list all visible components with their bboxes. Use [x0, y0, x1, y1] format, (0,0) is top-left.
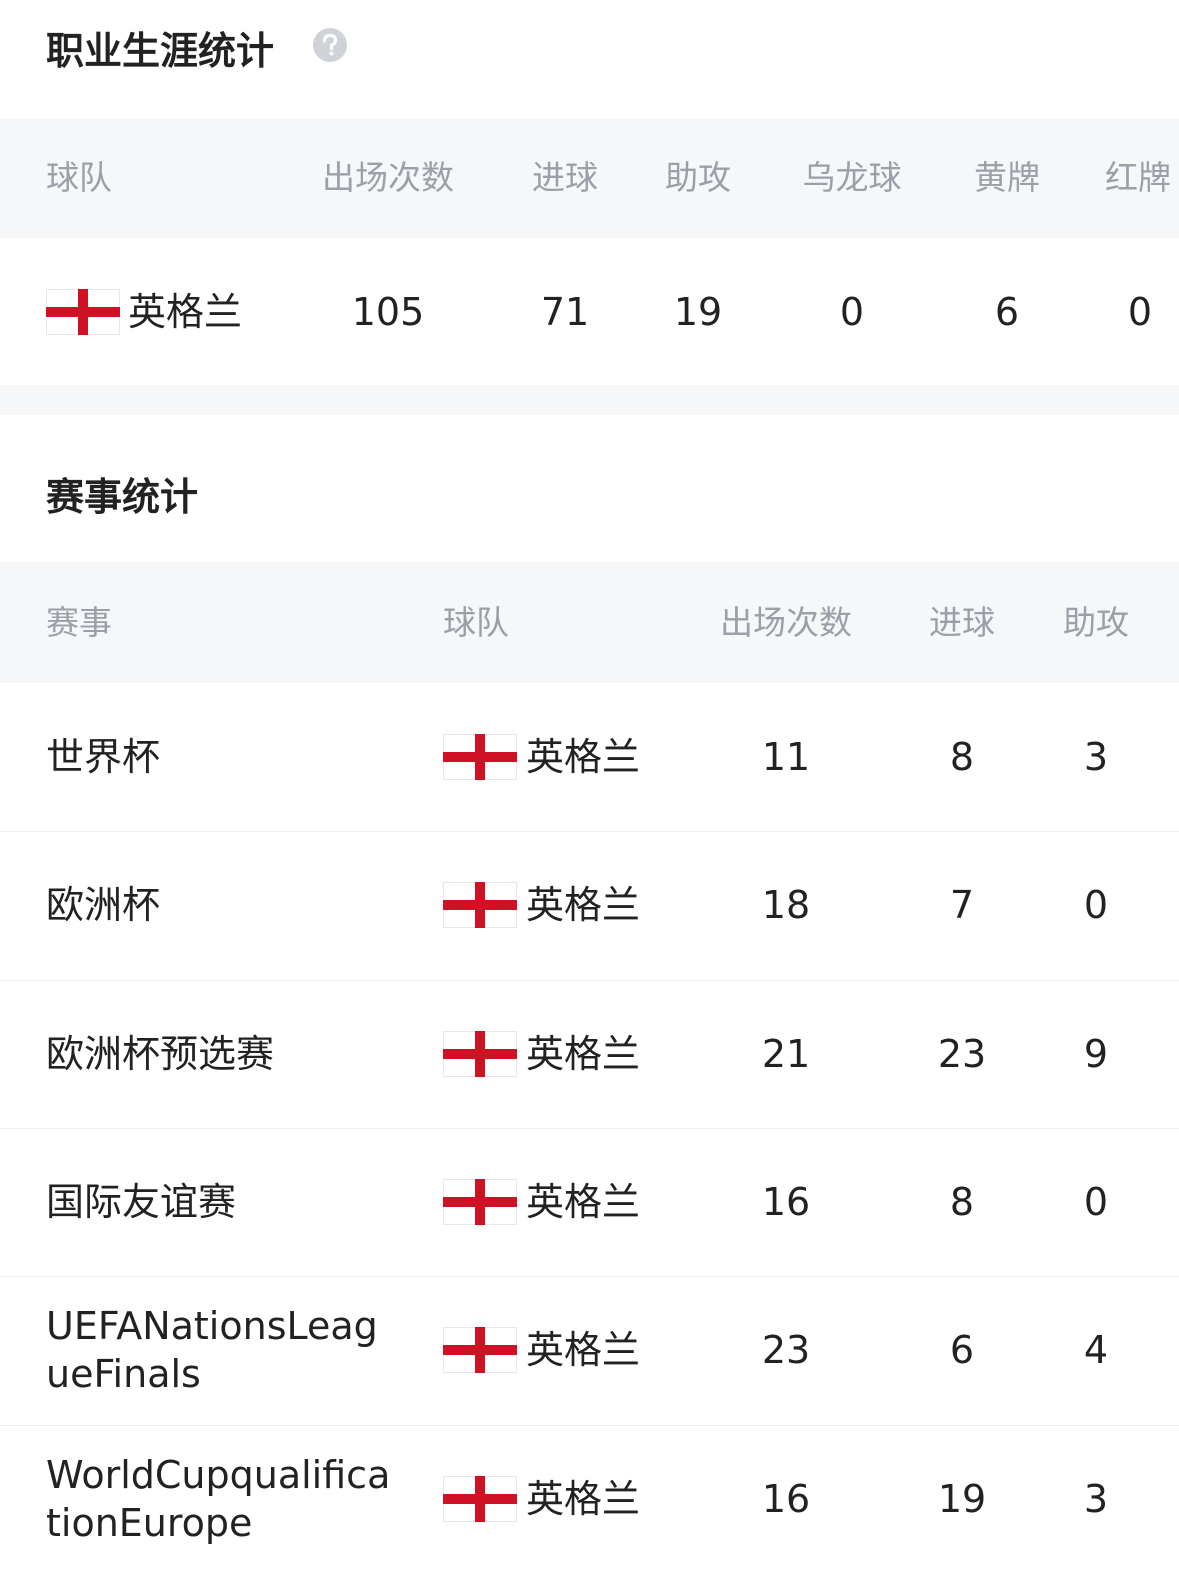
stat-value: 0: [1083, 883, 1109, 928]
flag-icon: [443, 1327, 517, 1374]
column-header: 出场次数: [720, 603, 852, 642]
stat-value: 18: [761, 883, 811, 928]
stat-value: 11: [761, 735, 811, 779]
team-name: 英格兰: [128, 290, 243, 334]
competition-name: 世界杯: [46, 735, 161, 779]
column-header: 黄牌: [974, 158, 1040, 197]
competition-name: 欧洲杯: [46, 883, 161, 928]
team-name: 英格兰: [526, 1031, 641, 1076]
row-separator: [0, 1276, 1179, 1278]
team-name: 英格兰: [526, 883, 641, 928]
flag-icon: [46, 289, 120, 335]
stat-value: 21: [761, 1031, 811, 1076]
competition-name: UEFANationsLeagueFinals: [46, 1304, 378, 1397]
help-icon[interactable]: [312, 27, 348, 63]
team-name: 英格兰: [526, 735, 641, 779]
stat-value: 7: [949, 883, 975, 928]
stat-value: 0: [839, 290, 865, 334]
row-separator: [0, 1424, 1179, 1426]
column-header: 赛事: [46, 603, 112, 642]
stat-value: 19: [937, 1476, 987, 1521]
flag-icon: [443, 1475, 517, 1522]
section-divider: [0, 385, 1179, 415]
column-header: 助攻: [1063, 603, 1129, 642]
column-header: 球队: [443, 603, 509, 642]
stat-value: 3: [1083, 735, 1109, 779]
stat-value: 16: [761, 1179, 811, 1224]
competition-name: WorldCupqualificationEurope: [46, 1452, 391, 1545]
team-name: 英格兰: [526, 1179, 641, 1224]
column-header: 助攻: [665, 158, 731, 197]
stat-value: 23: [761, 1328, 811, 1373]
header-row: [0, 562, 1179, 683]
flag-icon: [443, 882, 517, 929]
column-header: 球队: [46, 158, 112, 197]
stat-value: 19: [673, 290, 723, 334]
stat-value: 0: [1083, 1179, 1109, 1224]
team-name: 英格兰: [526, 1328, 641, 1373]
stat-value: 6: [994, 290, 1020, 334]
stat-value: 9: [1083, 1031, 1109, 1076]
column-header: 红牌: [1105, 158, 1171, 197]
team-name: 英格兰: [526, 1476, 641, 1521]
flag-icon: [443, 1178, 517, 1225]
row-separator: [0, 1127, 1179, 1129]
column-header: 出场次数: [322, 158, 454, 197]
stat-value: 0: [1127, 290, 1153, 334]
stat-value: 4: [1083, 1328, 1109, 1373]
flag-icon: [443, 1030, 517, 1077]
stat-value: 23: [937, 1031, 987, 1076]
row-separator: [0, 979, 1179, 981]
column-header: 进球: [929, 603, 995, 642]
header-row: [0, 118, 1179, 238]
row-separator: [0, 831, 1179, 833]
column-header: 进球: [532, 158, 598, 197]
stat-value: 8: [949, 735, 975, 779]
column-header: 乌龙球: [802, 158, 902, 197]
stat-value: 3: [1083, 1476, 1109, 1521]
competition-name: 国际友谊赛: [46, 1179, 237, 1224]
competition-name: 欧洲杯预选赛: [46, 1031, 275, 1076]
stat-value: 105: [351, 290, 425, 334]
stat-value: 16: [761, 1476, 811, 1521]
flag-icon: [443, 734, 517, 780]
stat-value: 6: [949, 1328, 975, 1373]
stat-value: 71: [540, 290, 590, 334]
section-title: 职业生涯统计: [46, 29, 275, 73]
section-title: 赛事统计: [46, 475, 199, 519]
stat-value: 8: [949, 1179, 975, 1224]
